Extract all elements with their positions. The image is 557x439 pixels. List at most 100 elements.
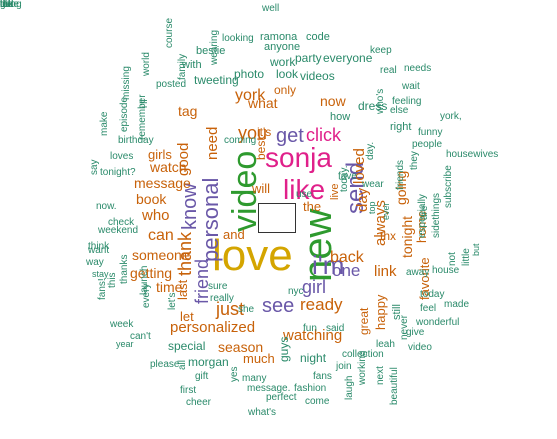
- cloud-word: many: [242, 373, 267, 384]
- cloud-word: fave: [338, 171, 357, 182]
- cloud-word: much: [243, 351, 275, 366]
- cloud-word: make: [99, 111, 110, 136]
- cloud-word: what's: [248, 407, 277, 418]
- cloud-word: give: [406, 327, 425, 338]
- cloud-word: year: [116, 339, 134, 349]
- cloud-word: well: [262, 3, 280, 14]
- cloud-word: sonja: [265, 142, 332, 173]
- cloud-word: can: [148, 227, 174, 244]
- cloud-word: thing: [0, 0, 22, 10]
- cloud-word: getting: [130, 265, 173, 281]
- cloud-word: wearing: [209, 29, 220, 65]
- cloud-word: i'm: [312, 250, 345, 280]
- cloud-word: loves: [110, 151, 134, 162]
- cloud-word: tweeting: [194, 73, 239, 87]
- cloud-word: this: [107, 272, 118, 288]
- cloud-word: bestie: [196, 45, 226, 57]
- cloud-word: keep: [370, 45, 392, 56]
- cloud-word: you: [238, 123, 268, 143]
- cloud-word: will: [252, 181, 271, 196]
- cloud-word: gift: [195, 371, 209, 382]
- cloud-word: right: [390, 121, 412, 133]
- cloud-word: with: [182, 59, 202, 71]
- cloud-word: first: [180, 385, 197, 396]
- cloud-word: got: [0, 0, 14, 10]
- cloud-word: life: [0, 0, 13, 10]
- cloud-word: say: [89, 159, 100, 175]
- cloud-word: they: [409, 151, 420, 170]
- cloud-word: beautiful: [389, 367, 400, 405]
- cloud-word: join: [336, 361, 352, 372]
- cloud-word: episode: [119, 96, 130, 132]
- cloud-word: need: [204, 126, 221, 160]
- cloud-word: york,: [440, 111, 462, 122]
- cloud-word: the: [303, 199, 322, 214]
- cloud-word: wear: [362, 179, 384, 190]
- cloud-word: way: [86, 257, 104, 268]
- cloud-word: weekend: [98, 225, 139, 236]
- cloud-word: special: [168, 339, 206, 353]
- cloud-word: guys: [277, 336, 291, 362]
- cloud-word: perfect: [266, 392, 297, 403]
- cloud-word: working: [357, 350, 368, 385]
- cloud-word: personal: [198, 177, 223, 262]
- cloud-word: tonight: [399, 215, 415, 258]
- cloud-word: away: [406, 267, 430, 278]
- cloud-word: fans: [313, 371, 332, 382]
- cloud-word: only: [274, 83, 297, 97]
- cloud-word: who's: [375, 88, 386, 114]
- cloud-word: day.: [365, 141, 376, 160]
- cloud-word: subscribe: [443, 165, 454, 208]
- cloud-word: morgan: [188, 355, 229, 369]
- cloud-word: girl: [302, 277, 327, 297]
- cloud-word: lol: [0, 0, 11, 10]
- cloud-word: personalized: [170, 319, 256, 336]
- cloud-word: just: [216, 299, 245, 319]
- cloud-word: come: [305, 396, 330, 407]
- cloud-word: time: [156, 279, 183, 295]
- cloud-word: want: [88, 245, 110, 256]
- cloud-word: let's: [167, 292, 178, 310]
- cloud-word: ever: [381, 202, 391, 220]
- cloud-word: sure: [208, 281, 228, 292]
- cloud-word: fun: [303, 323, 317, 334]
- cloud-word: thanks: [119, 254, 130, 284]
- cloud-word: someone: [132, 247, 190, 263]
- cloud-word: everyone: [323, 51, 373, 65]
- cloud-word: next: [375, 366, 386, 385]
- cloud-word: friends: [395, 159, 406, 190]
- cloud-word: and: [223, 227, 245, 242]
- cloud-word: who: [142, 207, 170, 224]
- cloud-word: like: [283, 174, 326, 205]
- cloud-word: video: [408, 342, 432, 353]
- cloud-word: now.: [96, 201, 117, 212]
- cloud-word: anyone: [264, 41, 301, 53]
- cloud-word: said: [326, 323, 345, 334]
- cloud-word: all: [177, 359, 188, 370]
- cloud-word: best: [254, 137, 268, 160]
- cloud-word: top: [367, 201, 377, 214]
- empty-glyph-box: [258, 203, 296, 233]
- cloud-word: back: [330, 249, 364, 266]
- cloud-word: she: [238, 304, 255, 315]
- cloud-word: book: [136, 191, 167, 207]
- cloud-word: season: [218, 339, 264, 355]
- cloud-word: videos: [300, 69, 335, 83]
- cloud-word: ready: [300, 295, 343, 314]
- cloud-word: leah: [376, 339, 395, 350]
- cloud-word: take: [0, 0, 19, 10]
- cloud-word: wait: [402, 81, 420, 92]
- cloud-word: love: [212, 231, 293, 280]
- cloud-word: family: [177, 53, 188, 80]
- cloud-word: but: [471, 243, 481, 256]
- cloud-word: use: [296, 189, 313, 200]
- cloud-word: girls: [148, 147, 172, 162]
- cloud-word: cheer: [186, 397, 212, 408]
- cloud-word: today: [420, 289, 445, 300]
- cloud-word: people: [412, 139, 443, 150]
- cloud-word: what: [248, 95, 278, 111]
- cloud-word: tonight?: [100, 167, 136, 178]
- cloud-word: it's: [257, 125, 272, 139]
- cloud-word: code: [306, 31, 330, 43]
- cloud-word: housewives: [446, 149, 499, 160]
